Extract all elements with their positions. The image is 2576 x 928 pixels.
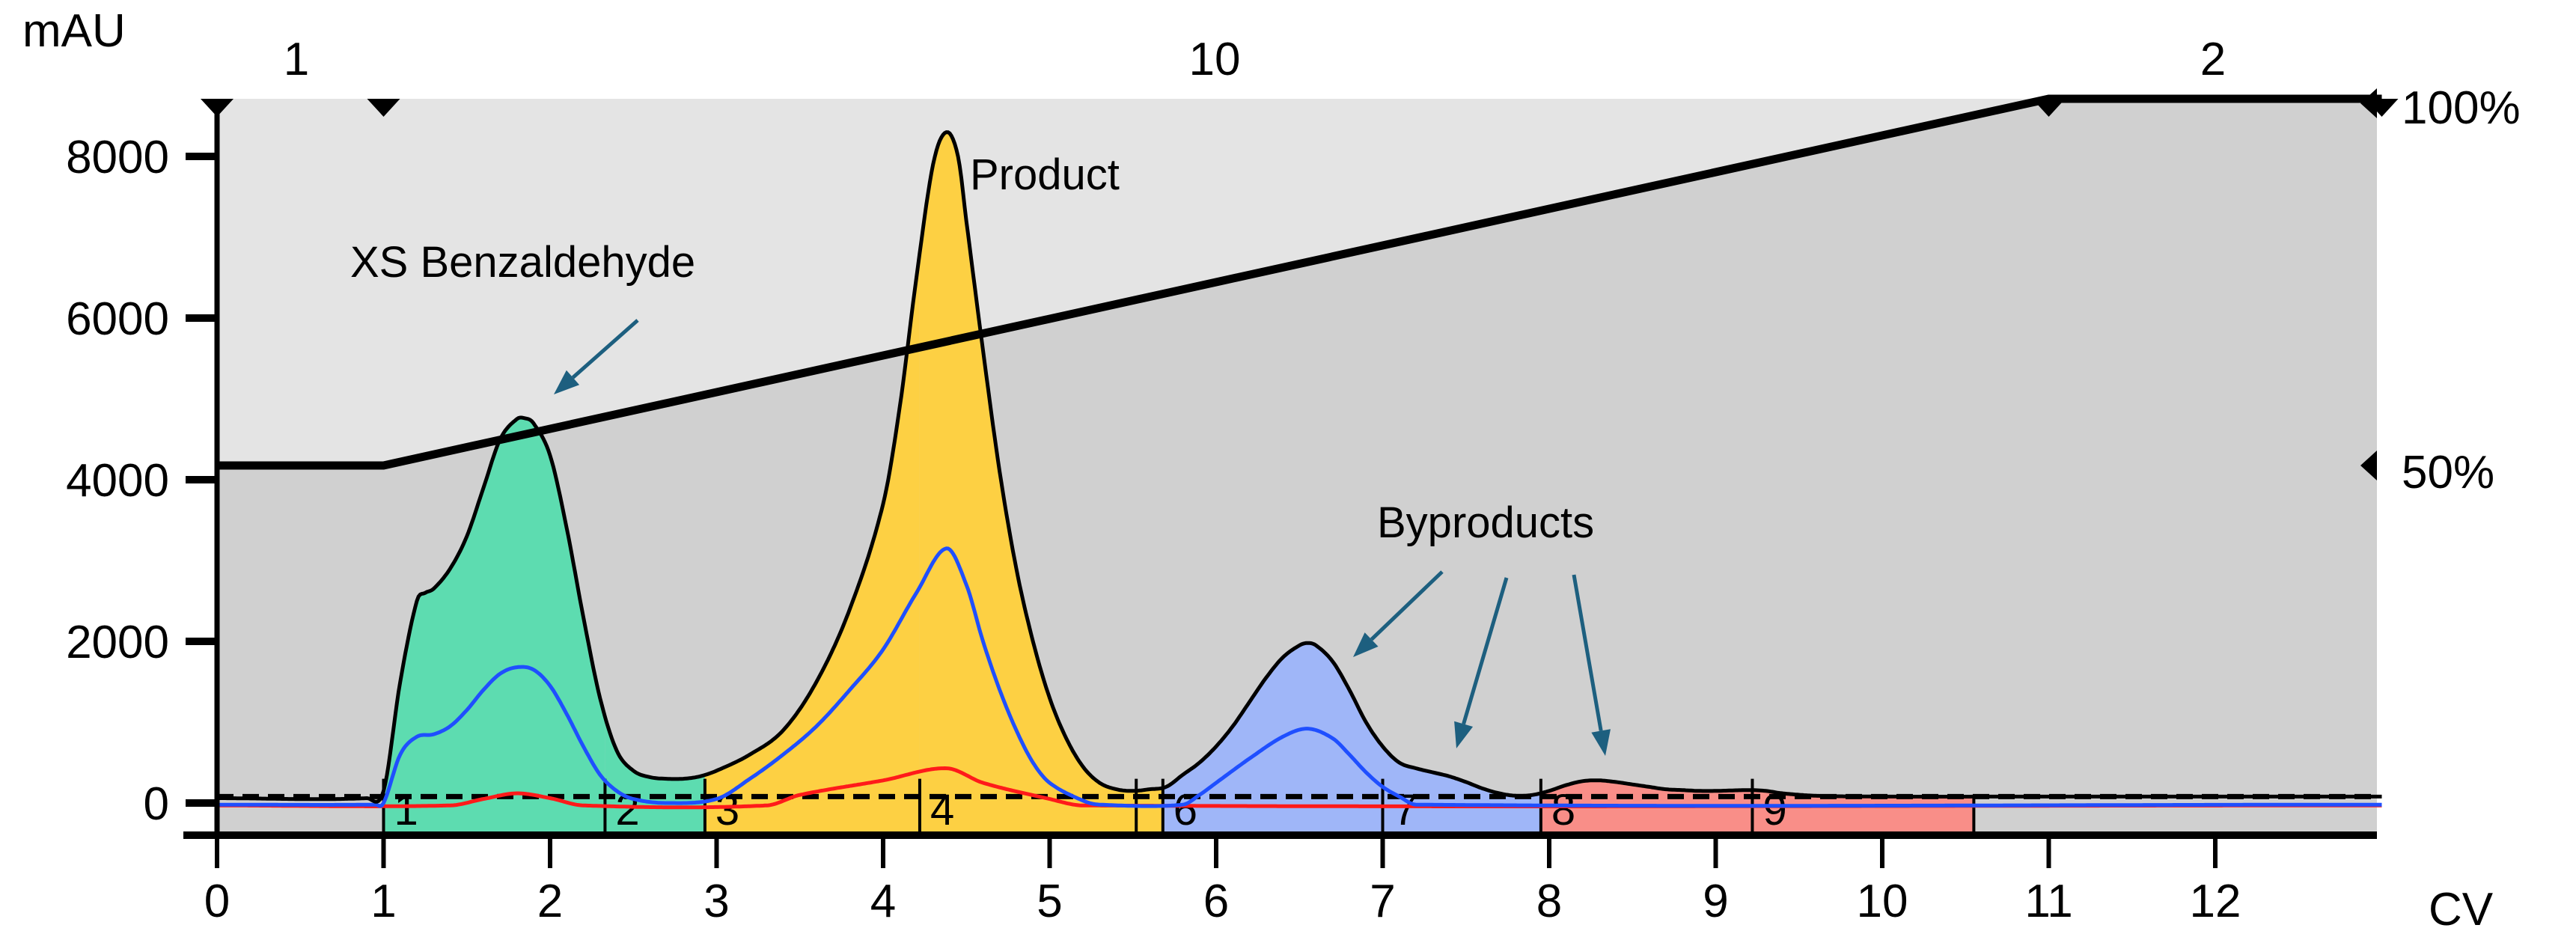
trace-line-1 — [217, 546, 2382, 808]
right-axis-marker — [2360, 451, 2377, 480]
fraction-label: 4 — [930, 786, 954, 834]
x-tick-label: 0 — [204, 876, 230, 927]
y-tick-label: 6000 — [66, 293, 169, 345]
fraction-4 — [919, 132, 1137, 833]
annotation-product: Product — [970, 150, 1120, 199]
x-tick-label: 11 — [2024, 876, 2072, 927]
annotation-benzaldehyde: XS Benzaldehyde — [350, 238, 695, 287]
right-tick-100: 100% — [2402, 82, 2521, 134]
fraction-3 — [704, 253, 920, 832]
trace-line-0 — [217, 130, 2382, 804]
x-axis-label: CV — [2429, 884, 2494, 928]
fraction-6 — [1162, 643, 1383, 832]
x-tick-label: 2 — [537, 876, 563, 927]
x-tick-label: 3 — [703, 876, 729, 927]
annotation-byproducts: Byproducts — [1377, 498, 1594, 547]
y-axis-label: mAU — [22, 5, 126, 57]
gradient-step-marker — [2032, 99, 2066, 117]
gradient-step-marker — [367, 99, 400, 117]
arrow-line — [1462, 577, 1509, 725]
x-tick-label: 12 — [2190, 876, 2241, 927]
fraction-label: 8 — [1551, 786, 1575, 834]
segment-label-1: 1 — [284, 34, 309, 85]
arrow-line — [1572, 574, 1603, 731]
y-tick-label: 4000 — [66, 455, 169, 507]
gradient-line — [217, 94, 2382, 470]
arrow-head — [1591, 729, 1611, 756]
right-axis-marker — [2360, 88, 2377, 118]
annotation-arrows — [554, 319, 1611, 756]
x-tick-label: 5 — [1037, 876, 1062, 927]
y-tick-label: 0 — [144, 778, 169, 830]
fraction-label: 6 — [1173, 786, 1197, 834]
arrow-line — [1370, 570, 1444, 641]
segment-label-2: 10 — [1189, 34, 1241, 85]
x-tick-label: 1 — [370, 876, 396, 927]
fraction-1 — [383, 418, 605, 832]
arrow-line — [571, 319, 639, 379]
gradient-step-marker — [201, 99, 234, 117]
x-tick-label: 9 — [1703, 876, 1728, 927]
region-above-gradient — [217, 99, 2382, 465]
segment-label-3: 2 — [2200, 34, 2226, 85]
x-tick-label: 6 — [1203, 876, 1229, 927]
arrow-head — [554, 370, 580, 394]
fraction-label: 1 — [394, 786, 418, 834]
x-tick-label: 4 — [870, 876, 896, 927]
x-tick-label: 8 — [1536, 876, 1562, 927]
right-tick-50: 50% — [2402, 447, 2494, 498]
y-tick-label: 2000 — [66, 617, 169, 668]
arrow-head — [1454, 721, 1474, 748]
fraction-9 — [1752, 790, 1974, 832]
fraction-7 — [1382, 746, 1541, 832]
traces — [217, 94, 2382, 810]
y-tick-label: 8000 — [66, 132, 169, 183]
x-tick-label: 10 — [1857, 876, 1908, 927]
x-tick-label: 7 — [1370, 876, 1395, 927]
arrow-head — [1353, 632, 1379, 657]
